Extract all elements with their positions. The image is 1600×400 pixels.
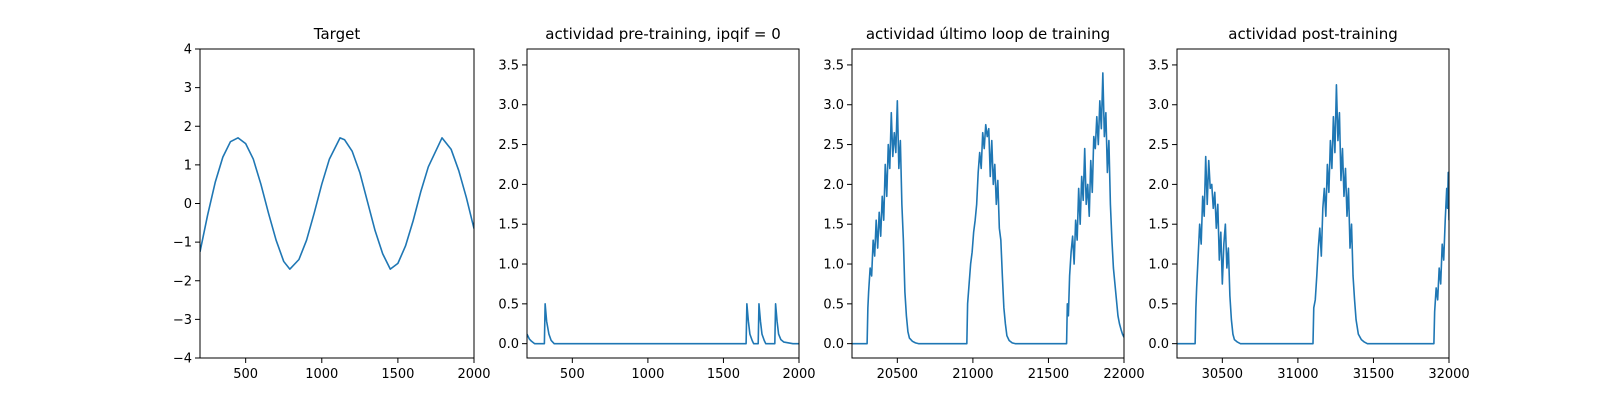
- subplot-title: actividad último loop de training: [866, 25, 1110, 43]
- y-tick-label: 0.5: [498, 297, 519, 312]
- y-tick-label: 3.5: [1148, 58, 1169, 73]
- x-tick-label: 31000: [1277, 367, 1318, 382]
- series-line-1: [527, 303, 799, 345]
- x-tick-label: 500: [233, 367, 258, 382]
- y-tick-label: 2.5: [498, 138, 519, 153]
- x-tick-label: 1000: [305, 367, 338, 382]
- y-tick-label: 0.0: [498, 337, 519, 352]
- y-tick-label: 0.5: [823, 297, 844, 312]
- subplot-2: 500 1000 1500 2000 0.0 0.5 1.0 1.5 2.0 2.5 3.0 3.5 a…: [498, 25, 815, 382]
- y-tick-label: 2.5: [823, 138, 844, 153]
- axes-frame: [526, 48, 800, 359]
- x-tick-label: 21000: [952, 367, 993, 382]
- x-tick-label: 2000: [782, 367, 815, 382]
- x-tick-label: 500: [560, 367, 585, 382]
- y-tick-label: −3: [173, 313, 192, 328]
- x-tick-label: 21500: [1028, 367, 1069, 382]
- y-tick-label: 2: [184, 120, 192, 135]
- y-tick-label: 0.0: [1148, 337, 1169, 352]
- x-tick-label: 2000: [457, 367, 490, 382]
- y-tick-label: 4: [184, 43, 192, 58]
- subplot-title: actividad post-training: [1228, 25, 1397, 43]
- y-tick-label: 2.0: [1148, 178, 1169, 193]
- y-tick-label: 3.0: [498, 98, 519, 113]
- x-tick-label: 30500: [1202, 367, 1243, 382]
- y-tick-label: −2: [173, 274, 192, 289]
- x-tick-label: 1000: [631, 367, 664, 382]
- y-tick-label: 3: [184, 81, 192, 96]
- y-tick-label: 3.5: [498, 58, 519, 73]
- y-tick-label: 0.5: [1148, 297, 1169, 312]
- axes-frame: [1176, 48, 1450, 359]
- y-tick-label: 3.0: [1148, 98, 1169, 113]
- subplot-title: actividad pre-training, ipqif = 0: [545, 25, 781, 43]
- axes-frame: [199, 48, 475, 359]
- y-tick-label: 2.5: [1148, 138, 1169, 153]
- x-tick-label: 32000: [1428, 367, 1469, 382]
- x-tick-label: 20500: [877, 367, 918, 382]
- subplot-1: 500 1000 1500 2000 −4 −3 −2 −1 0 1 2 3 4 Target: [173, 25, 491, 382]
- subplot-3: 20500 21000 21500 22000 0.0 0.5 1.0 1.5 2.0 2.5 3.…: [823, 25, 1144, 382]
- y-tick-label: 2.0: [498, 178, 519, 193]
- y-tick-label: 1.5: [1148, 218, 1169, 233]
- x-tick-label: 1500: [381, 367, 414, 382]
- y-tick-label: 3.0: [823, 98, 844, 113]
- series-line-1: [1177, 84, 1449, 345]
- subplot-4: 30500 31000 31500 32000 0.0 0.5 1.0 1.5 2.0 2.5 3.…: [1148, 25, 1469, 382]
- y-tick-label: 2.0: [823, 178, 844, 193]
- y-tick-label: 1.0: [823, 258, 844, 273]
- y-tick-label: 1.5: [498, 218, 519, 233]
- series-line-1: [200, 137, 474, 270]
- x-tick-label: 31500: [1353, 367, 1394, 382]
- y-tick-label: 0: [184, 197, 192, 212]
- series-line-1: [852, 72, 1124, 345]
- y-tick-label: 1: [184, 158, 192, 173]
- y-tick-label: −4: [173, 352, 192, 367]
- y-tick-label: −1: [173, 236, 192, 251]
- x-tick-label: 22000: [1103, 367, 1144, 382]
- y-tick-label: 1.5: [823, 218, 844, 233]
- y-tick-label: 1.0: [498, 258, 519, 273]
- subplot-title: Target: [313, 25, 361, 43]
- y-tick-label: 1.0: [1148, 258, 1169, 273]
- y-tick-label: 0.0: [823, 337, 844, 352]
- axes-frame: [851, 48, 1125, 359]
- x-tick-label: 1500: [707, 367, 740, 382]
- y-tick-label: 3.5: [823, 58, 844, 73]
